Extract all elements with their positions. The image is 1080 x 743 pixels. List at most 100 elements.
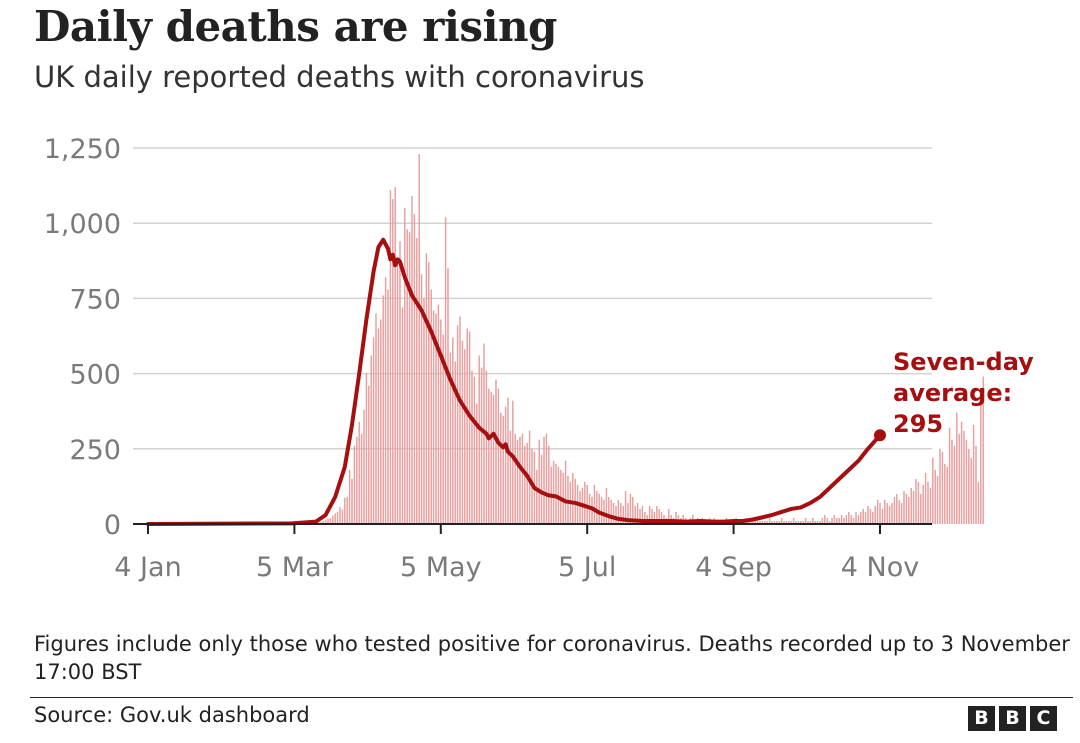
- daily-deaths-bar: [855, 511, 857, 524]
- daily-deaths-bar: [411, 196, 413, 524]
- daily-deaths-bar: [776, 520, 778, 524]
- daily-deaths-bar: [668, 508, 670, 524]
- daily-deaths-bar: [900, 502, 903, 524]
- daily-deaths-bar: [852, 517, 855, 524]
- daily-deaths-bar: [788, 520, 790, 524]
- daily-deaths-bar: [917, 481, 920, 524]
- daily-deaths-bar: [915, 478, 917, 524]
- daily-deaths-bar: [675, 511, 677, 524]
- daily-deaths-bar: [910, 487, 912, 524]
- daily-deaths-bar: [437, 304, 440, 524]
- daily-deaths-bar: [495, 379, 497, 524]
- daily-deaths-bar: [596, 490, 598, 524]
- daily-deaths-bar: [908, 496, 910, 524]
- daily-deaths-bar: [332, 515, 334, 524]
- daily-deaths-bar: [514, 433, 516, 524]
- daily-deaths-bar: [540, 454, 543, 524]
- daily-deaths-bar: [860, 511, 862, 524]
- daily-deaths-bar: [360, 433, 363, 524]
- daily-deaths-bar: [396, 259, 399, 524]
- daily-deaths-bar: [418, 154, 420, 524]
- daily-deaths-bar: [425, 253, 428, 524]
- daily-deaths-bar: [970, 457, 972, 524]
- daily-deaths-bar: [377, 328, 380, 524]
- seven-day-average-annotation: Seven-day average: 295: [893, 348, 1034, 438]
- daily-deaths-bar: [982, 376, 984, 524]
- daily-deaths-bar: [641, 505, 644, 524]
- annotation-line: Seven-day: [893, 348, 1034, 376]
- chart-title: Daily deaths are rising: [34, 2, 557, 51]
- daily-deaths-bar: [891, 502, 893, 524]
- daily-deaths-bar: [771, 520, 773, 524]
- daily-deaths-bar: [353, 445, 356, 524]
- daily-deaths-bar: [768, 517, 771, 524]
- daily-deaths-bar: [795, 520, 797, 524]
- daily-deaths-bar: [845, 514, 848, 524]
- latest-average-marker: [874, 429, 886, 442]
- daily-deaths-bar: [497, 388, 500, 524]
- daily-deaths-bar: [384, 277, 387, 524]
- daily-deaths-bar: [428, 262, 430, 524]
- source-line: Source: Gov.uk dashboard: [34, 703, 310, 727]
- daily-deaths-bar: [598, 493, 600, 524]
- daily-deaths-bar: [754, 520, 756, 524]
- daily-deaths-bar: [538, 439, 540, 524]
- daily-deaths-bar: [324, 519, 327, 524]
- daily-deaths-bar: [749, 520, 752, 524]
- daily-deaths-bar: [500, 412, 502, 524]
- daily-deaths-bar: [629, 493, 632, 524]
- daily-deaths-bar: [404, 208, 406, 524]
- daily-deaths-bar: [471, 370, 473, 524]
- daily-deaths-bar: [927, 481, 929, 524]
- daily-deaths-bar: [980, 403, 982, 524]
- daily-deaths-bar: [941, 451, 944, 524]
- daily-deaths-bar: [648, 505, 651, 524]
- daily-deaths-bar: [884, 499, 886, 524]
- daily-deaths-bar: [785, 520, 788, 524]
- deaths-chart: 0 250 500 750 1,000 1,250 4 Jan 5 Mar 5 May 5 Ju…: [44, 134, 1034, 583]
- daily-deaths-bar: [639, 508, 641, 524]
- footer-divider: [30, 697, 1073, 698]
- daily-deaths-bar: [485, 370, 488, 524]
- daily-deaths-bar: [521, 433, 524, 524]
- seven-day-average-line: [146, 237, 882, 526]
- daily-deaths-bar: [600, 496, 603, 524]
- daily-deaths-bar: [800, 520, 802, 524]
- daily-deaths-bar: [461, 340, 464, 524]
- daily-deaths-bar: [812, 517, 814, 524]
- daily-deaths-bar: [824, 514, 826, 524]
- daily-deaths-bar: [564, 460, 567, 524]
- daily-deaths-bar: [752, 520, 754, 524]
- daily-deaths-bar: [924, 472, 927, 524]
- daily-deaths-bar: [512, 400, 514, 524]
- daily-deaths-bar: [593, 484, 596, 524]
- daily-deaths-bar: [389, 190, 392, 525]
- daily-deaths-bar: [963, 430, 965, 524]
- daily-deaths-bar: [622, 505, 624, 524]
- daily-deaths-bar: [953, 445, 956, 524]
- daily-deaths-bar: [944, 463, 946, 524]
- daily-deaths-bar: [380, 319, 382, 524]
- daily-deaths-bar: [977, 481, 980, 524]
- daily-deaths-bar: [920, 493, 922, 524]
- daily-deaths-bar: [392, 199, 394, 524]
- daily-deaths-bar: [492, 394, 495, 524]
- daily-deaths-bar: [610, 499, 612, 524]
- daily-deaths-bar: [322, 520, 324, 524]
- y-tick-label: 1,000: [44, 209, 121, 240]
- daily-deaths-bar: [449, 352, 452, 524]
- daily-deaths-bar: [502, 415, 504, 524]
- x-tick-label: 5 Jul: [558, 552, 616, 583]
- daily-deaths-bar: [516, 439, 519, 524]
- daily-deaths-bar: [480, 367, 483, 524]
- daily-deaths-bar: [624, 490, 627, 524]
- daily-deaths-bar: [346, 496, 348, 524]
- daily-deaths-bar: [804, 517, 807, 524]
- daily-deaths-bar: [620, 502, 622, 524]
- daily-deaths-bar: [408, 232, 411, 524]
- y-tick-label: 1,250: [44, 134, 121, 165]
- daily-deaths-bar: [341, 509, 344, 524]
- daily-deaths-bar: [634, 505, 636, 524]
- daily-deaths-bar: [363, 409, 365, 524]
- logo-letter: B: [999, 706, 1026, 731]
